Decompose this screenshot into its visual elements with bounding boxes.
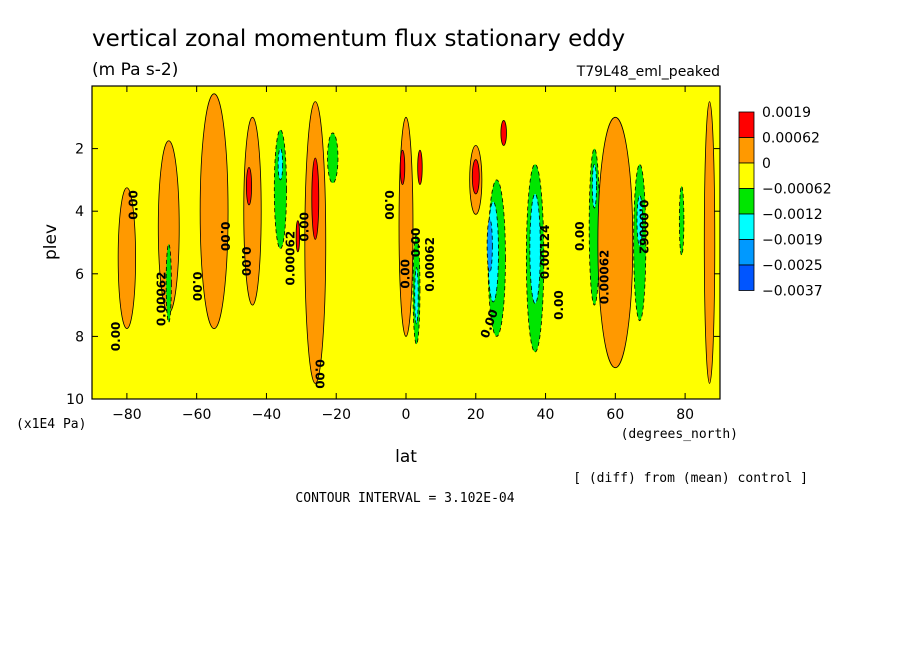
x-axis-ticks: −80 −60 −40 −20 0 20 40 60 80 <box>112 86 694 423</box>
contour-value-label: 0.00 <box>312 359 326 389</box>
positive-contour-region <box>703 101 716 384</box>
positive-contour-region <box>243 116 262 306</box>
legend-color-swatch <box>738 111 755 138</box>
legend-level-label: −0.00062 <box>762 182 832 198</box>
x-tick-label: 80 <box>676 407 694 423</box>
legend-level-label: 0 <box>762 156 771 172</box>
contour-value-label: 0.00062 <box>597 250 611 305</box>
contour-value-label: 0.00124 <box>538 225 552 280</box>
contour-value-label: 0.00 <box>218 221 232 251</box>
chart-units: (m Pa s-2) <box>92 60 178 80</box>
chart-title: vertical zonal momentum flux stationary … <box>92 26 625 52</box>
contour-value-label: 0.00 <box>409 228 423 258</box>
y-tick-label: 6 <box>75 267 84 283</box>
x-tick-label: 20 <box>467 407 485 423</box>
x-axis-units: (degrees_north) <box>621 427 738 442</box>
positive-contour-region <box>417 149 423 185</box>
contour-value-label: 0.00 <box>399 259 413 289</box>
negative-contour-region <box>327 132 339 184</box>
legend-level-label: −0.0012 <box>762 207 823 223</box>
x-tick-label: −20 <box>321 407 351 423</box>
legend-level-label: −0.0025 <box>762 258 823 274</box>
contour-value-label: 0.00 <box>297 212 311 242</box>
legend-color-swatch <box>738 137 755 164</box>
contour-value-label: 0.00 <box>190 272 204 302</box>
contour-value-label: 0.00 <box>109 322 123 352</box>
contour-interval: CONTOUR INTERVAL = 3.102E-04 <box>295 491 514 506</box>
legend-level-label: −0.0037 <box>762 284 823 300</box>
positive-contour-region <box>117 187 137 329</box>
legend-color-swatch <box>738 264 755 291</box>
contour-fills <box>117 93 716 384</box>
contour-value-label: 0.00062 <box>283 231 297 286</box>
positive-contour-region <box>398 116 414 337</box>
negative-contour-region <box>273 129 287 250</box>
positive-contour-region <box>295 220 300 253</box>
y-tick-label: 2 <box>75 142 84 158</box>
negative-contour-region <box>591 163 597 209</box>
positive-contour-region <box>399 149 406 185</box>
negative-contour-region <box>486 218 493 273</box>
y-tick-label: 4 <box>75 204 84 220</box>
y-tick-label: 8 <box>75 329 84 345</box>
colorbar-legend: 0.0019 0.00062 0 −0.00062 −0.0012 −0.0019 −0.0… <box>738 105 832 300</box>
negative-contour-region <box>678 185 685 256</box>
x-tick-label: −80 <box>112 407 142 423</box>
negative-contour-region <box>529 193 541 304</box>
positive-contour-region <box>245 166 253 206</box>
positive-contour-region <box>471 159 480 195</box>
y-axis-label: plev <box>41 224 61 260</box>
x-tick-label: 0 <box>402 407 411 423</box>
y-axis-units: (x1E4 Pa) <box>16 417 86 432</box>
contour-value-label: 0.00 <box>382 190 396 220</box>
x-tick-label: 60 <box>606 407 624 423</box>
legend-level-label: 0.00062 <box>762 131 820 147</box>
positive-contour-region <box>500 120 507 146</box>
negative-contour-region <box>414 267 419 325</box>
comparison-note: [ (diff) from (mean) control ] <box>573 471 808 486</box>
contour-value-label: 0.00 <box>239 246 253 276</box>
legend-color-swatch <box>738 162 755 189</box>
x-tick-label: −40 <box>252 407 282 423</box>
x-tick-label: −60 <box>182 407 212 423</box>
contour-value-label: 0.00 <box>573 221 587 251</box>
positive-contour-region <box>597 116 634 369</box>
contour-value-label: 0.00062 <box>423 237 437 292</box>
legend-level-label: −0.0019 <box>762 233 823 249</box>
legend-color-swatch <box>738 188 755 215</box>
x-axis-label: lat <box>395 447 417 467</box>
positive-contour-region <box>311 157 320 240</box>
plot-area: 0.000.000.00062 0.000.000.00 0.000620.000.… <box>66 85 721 423</box>
contour-value-label: 0.00 <box>552 290 566 320</box>
negative-contour-region <box>165 243 172 323</box>
y-axis-ticks: 2 4 6 8 10 <box>66 142 720 408</box>
contour-value-label: 0.00062 <box>637 200 651 255</box>
negative-contour-region <box>636 195 643 247</box>
x-tick-label: 40 <box>537 407 555 423</box>
contour-value-label: 0.00062 <box>154 272 168 327</box>
negative-contour-region <box>277 148 284 181</box>
experiment-label: T79L48_eml_peaked <box>576 64 720 80</box>
positive-contour-region <box>304 101 327 384</box>
contour-value-label: 0.00 <box>126 190 140 220</box>
positive-contour-region <box>199 93 229 329</box>
legend-level-label: 0.0019 <box>762 105 811 121</box>
legend-color-swatch <box>738 239 755 266</box>
legend-color-swatch <box>738 213 755 240</box>
y-tick-label: 10 <box>66 392 84 408</box>
